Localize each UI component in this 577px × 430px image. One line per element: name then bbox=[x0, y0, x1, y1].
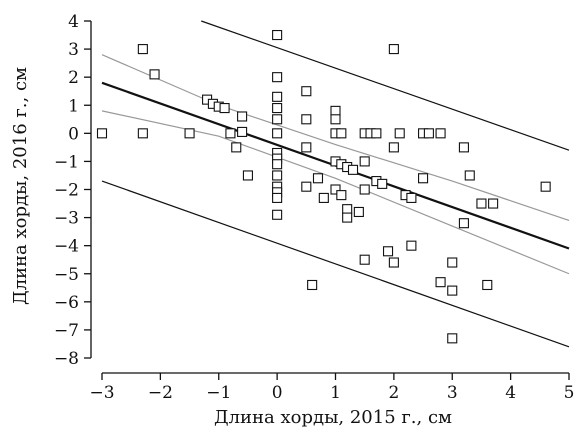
data-point bbox=[272, 72, 283, 83]
y-tick-label: −6 bbox=[54, 293, 79, 313]
x-tick-label: 1 bbox=[330, 383, 341, 403]
data-point bbox=[318, 192, 329, 203]
data-point bbox=[225, 128, 236, 139]
data-point bbox=[336, 190, 347, 201]
data-point bbox=[435, 128, 446, 139]
data-point bbox=[388, 142, 399, 153]
data-point bbox=[359, 156, 370, 167]
data-point bbox=[312, 173, 324, 184]
data-point bbox=[272, 170, 283, 181]
axes: −3 −2 −1 0 1 2 3 4 5 4 3 2 1 0 −1 −2 −3 −4 −5 −6 −7 −8 bbox=[54, 12, 574, 403]
data-point bbox=[377, 178, 388, 189]
data-point bbox=[336, 128, 347, 139]
data-point bbox=[458, 142, 469, 153]
data-point bbox=[359, 184, 370, 195]
data-point bbox=[447, 257, 458, 268]
x-tick-label: −3 bbox=[89, 383, 114, 403]
data-point bbox=[272, 91, 283, 102]
data-point bbox=[347, 164, 359, 175]
confidence-upper-line bbox=[101, 54, 570, 221]
data-point bbox=[272, 128, 283, 139]
data-point bbox=[394, 128, 405, 139]
data-points bbox=[96, 29, 551, 344]
data-point bbox=[184, 128, 195, 139]
y-tick-label: −4 bbox=[54, 237, 79, 257]
y-tick-label: 0 bbox=[68, 124, 79, 144]
data-point bbox=[149, 69, 160, 80]
data-point bbox=[388, 44, 399, 55]
data-point bbox=[482, 279, 493, 291]
x-tick-label: 4 bbox=[505, 383, 516, 403]
data-point bbox=[307, 279, 318, 291]
data-point bbox=[330, 105, 341, 116]
y-tick-label: −8 bbox=[54, 349, 79, 369]
x-tick-label: 2 bbox=[388, 383, 399, 403]
data-point bbox=[435, 277, 446, 288]
x-axis-ticks: −3 −2 −1 0 1 2 3 4 5 bbox=[89, 373, 574, 403]
data-point bbox=[382, 246, 394, 257]
x-tick-label: −2 bbox=[148, 383, 173, 403]
data-point bbox=[447, 333, 458, 344]
confidence-lower-line bbox=[101, 110, 570, 275]
data-point bbox=[359, 254, 370, 265]
data-point bbox=[301, 181, 312, 192]
data-point bbox=[488, 198, 499, 209]
data-point bbox=[406, 240, 417, 251]
data-point bbox=[272, 209, 283, 220]
x-tick-label: −1 bbox=[206, 383, 231, 403]
data-point bbox=[418, 173, 429, 184]
data-point bbox=[272, 192, 283, 203]
fit-lines bbox=[101, 20, 570, 348]
data-point bbox=[272, 159, 283, 170]
y-tick-label: −1 bbox=[54, 152, 79, 172]
data-point bbox=[540, 181, 551, 192]
data-point bbox=[237, 126, 248, 137]
prediction-lower-line bbox=[101, 180, 570, 348]
y-axis-title: Длина хорды, 2016 г., см bbox=[10, 67, 31, 305]
x-tick-label: 3 bbox=[447, 383, 458, 403]
x-tick-label: 0 bbox=[272, 383, 283, 403]
data-point bbox=[330, 114, 341, 125]
data-point bbox=[272, 29, 283, 41]
x-axis-title: Длина хорды, 2015 г., см bbox=[214, 407, 452, 428]
data-point bbox=[231, 142, 242, 153]
data-point bbox=[137, 128, 148, 139]
data-point bbox=[272, 103, 283, 114]
data-point bbox=[330, 184, 341, 195]
data-point bbox=[371, 128, 382, 139]
data-point bbox=[301, 142, 312, 153]
data-point bbox=[464, 170, 475, 181]
y-tick-label: −2 bbox=[54, 181, 79, 201]
y-tick-label: −5 bbox=[54, 265, 79, 285]
y-tick-label: 4 bbox=[68, 12, 79, 32]
data-point bbox=[406, 192, 417, 203]
x-tick-label: 5 bbox=[564, 383, 575, 403]
data-point bbox=[96, 128, 108, 139]
y-tick-label: −7 bbox=[54, 321, 79, 341]
data-point bbox=[447, 285, 458, 296]
data-point bbox=[272, 114, 283, 125]
y-tick-label: 2 bbox=[68, 68, 79, 88]
data-point bbox=[342, 204, 353, 215]
data-point bbox=[342, 212, 353, 223]
data-point bbox=[353, 206, 364, 218]
data-point bbox=[476, 198, 487, 209]
data-point bbox=[219, 103, 230, 114]
y-tick-label: −3 bbox=[54, 209, 79, 229]
y-tick-label: 3 bbox=[68, 40, 79, 60]
data-point bbox=[242, 170, 253, 181]
data-point bbox=[301, 114, 312, 125]
data-point bbox=[237, 111, 248, 122]
data-point bbox=[301, 86, 312, 97]
data-point bbox=[458, 218, 469, 229]
y-tick-label: 1 bbox=[68, 96, 79, 116]
y-axis-ticks: 4 3 2 1 0 −1 −2 −3 −4 −5 −6 −7 −8 bbox=[54, 12, 91, 369]
data-point bbox=[388, 257, 399, 268]
data-point bbox=[137, 44, 148, 55]
prediction-upper-line bbox=[201, 20, 570, 151]
data-point bbox=[423, 128, 434, 139]
